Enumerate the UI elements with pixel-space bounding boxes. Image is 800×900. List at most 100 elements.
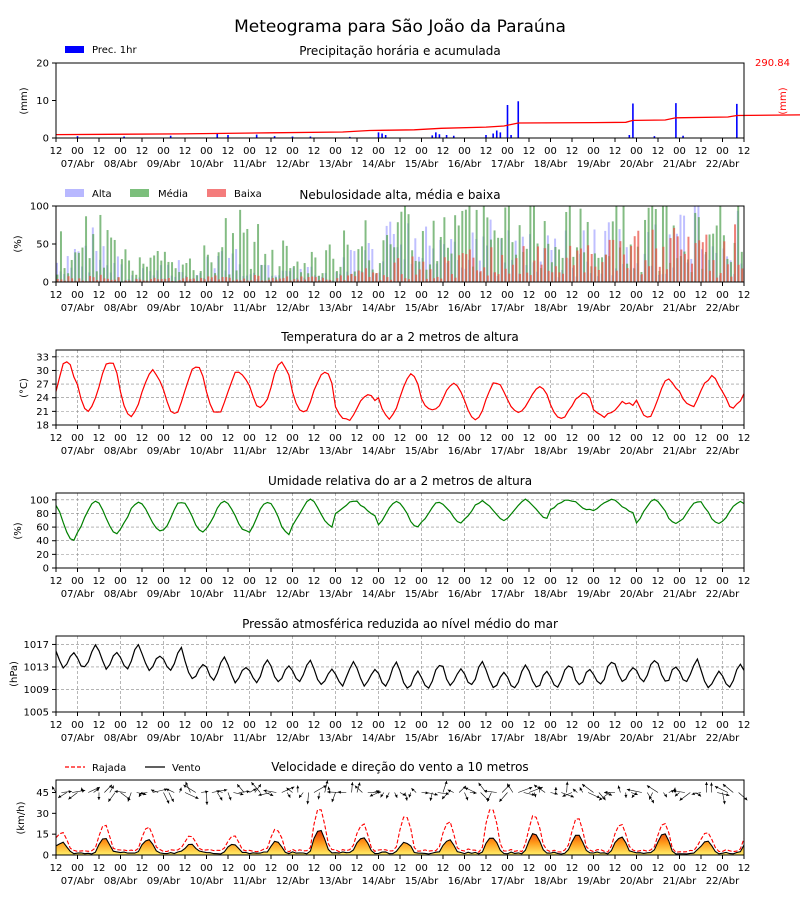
x-hour-label: 12 <box>695 863 708 874</box>
cloud-bar-media <box>63 268 66 282</box>
wind-arrow-head <box>286 787 290 791</box>
x-day-label: 10/Abr <box>190 733 224 744</box>
precip-bar <box>510 135 512 138</box>
x-day-label: 15/Abr <box>405 589 439 600</box>
cloud-bar-media <box>292 266 295 282</box>
x-hour-label: 12 <box>308 433 321 444</box>
wind-direction-arrow <box>673 787 677 793</box>
cloud-bar-baixa <box>67 276 70 282</box>
cloud-bar-baixa <box>336 278 339 282</box>
cloud-bar-media <box>368 260 371 282</box>
wind-direction-arrow <box>354 785 363 793</box>
wind-direction-arrow <box>447 789 454 793</box>
cloud-bar-media <box>719 206 722 282</box>
wind-direction-arrow <box>127 792 132 802</box>
wind-direction-arrow <box>211 788 228 793</box>
cloud-bar-baixa <box>472 257 475 282</box>
cloud-bar-baixa <box>89 275 92 282</box>
x-day-label: 16/Abr <box>448 876 482 887</box>
x-day-label: 16/Abr <box>448 589 482 600</box>
cloud-bar-baixa <box>407 279 410 282</box>
x-hour-label: 00 <box>114 433 127 444</box>
x-day-label: 17/Abr <box>491 303 525 314</box>
wind-direction-arrow <box>598 792 606 801</box>
cloud-bar-baixa <box>683 253 686 282</box>
cloud-bar-baixa <box>235 279 238 282</box>
cloud-bar-media <box>715 225 718 282</box>
wind-arrow-head <box>52 786 55 790</box>
cloud-bar-baixa <box>282 278 285 282</box>
x-hour-label: 12 <box>480 146 493 157</box>
wind-arrow-head <box>507 783 510 787</box>
cloud-bar-baixa <box>583 272 586 282</box>
x-hour-label: 12 <box>695 720 708 731</box>
x-hour-label: 12 <box>480 720 493 731</box>
x-hour-label: 00 <box>157 146 170 157</box>
x-hour-label: 12 <box>308 720 321 731</box>
x-hour-label: 12 <box>437 863 450 874</box>
x-hour-label: 00 <box>114 290 127 301</box>
wind-direction-arrow <box>408 792 412 798</box>
x-hour-label: 00 <box>329 146 342 157</box>
cloud-bar-media <box>597 257 600 282</box>
cloud-bar-baixa <box>214 275 217 282</box>
humidity-line <box>55 498 745 541</box>
precip-bar <box>377 132 380 138</box>
cloud-bar-baixa <box>339 275 342 282</box>
cloud-bar-baixa <box>651 229 654 282</box>
cloud-bar-media <box>185 263 188 282</box>
x-hour-label: 00 <box>329 576 342 587</box>
x-day-label: 20/Abr <box>620 733 654 744</box>
wind-direction-arrow <box>369 792 379 797</box>
x-hour-label: 00 <box>200 576 213 587</box>
wind-direction-arrow <box>317 792 321 800</box>
precip-bar <box>653 136 656 138</box>
cloud-bar-media <box>257 224 260 282</box>
x-hour-label: 00 <box>673 146 686 157</box>
cloud-bar-media <box>199 271 202 282</box>
cloud-legend-swatch-alta <box>65 189 84 197</box>
cloud-bar-media <box>131 270 134 282</box>
cloud-bar-baixa <box>364 268 367 282</box>
wind-arrow-head <box>534 784 538 788</box>
precip-bar <box>675 103 677 138</box>
cloud-bar-baixa <box>74 280 77 282</box>
cloud-bar-media <box>529 206 532 282</box>
wind-direction-arrow <box>97 792 101 800</box>
cloud-bar-baixa <box>182 278 185 282</box>
x-hour-label: 00 <box>114 146 127 157</box>
wind-arrow-head <box>138 793 142 797</box>
cloud-bar-baixa <box>680 249 683 282</box>
x-day-label: 17/Abr <box>491 446 525 457</box>
wind-arrow-head <box>380 794 384 798</box>
x-hour-label: 12 <box>50 576 63 587</box>
precip-bar <box>349 136 351 138</box>
cloud-bar-baixa <box>587 245 590 282</box>
x-hour-label: 00 <box>243 863 256 874</box>
x-hour-label: 12 <box>738 146 751 157</box>
x-hour-label: 00 <box>501 720 514 731</box>
cloud-bar-media <box>532 206 535 282</box>
cloud-bar-media <box>486 217 489 282</box>
x-hour-label: 00 <box>329 290 342 301</box>
wind-direction-arrow <box>258 792 272 796</box>
cloud-bar-baixa <box>296 279 299 282</box>
precip-bar <box>169 135 172 138</box>
x-day-label: 12/Abr <box>276 446 310 457</box>
x-hour-label: 00 <box>673 720 686 731</box>
cloud-bar-media <box>493 230 496 282</box>
x-day-label: 14/Abr <box>362 446 396 457</box>
x-day-label: 22/Abr <box>706 733 740 744</box>
wind-arrow-head <box>617 785 621 789</box>
cloud-bar-baixa <box>99 274 102 282</box>
x-day-label: 07/Abr <box>61 446 95 457</box>
x-hour-label: 12 <box>265 433 278 444</box>
wind-direction-arrow <box>236 784 245 793</box>
wind-arrow-head <box>726 793 730 797</box>
x-day-label: 09/Abr <box>147 733 181 744</box>
cloud-bar-media <box>160 260 163 282</box>
cloud-bar-baixa <box>601 262 604 282</box>
wind-direction-arrow <box>663 792 668 798</box>
x-hour-label: 12 <box>351 720 364 731</box>
wind-arrow-head <box>486 798 490 802</box>
